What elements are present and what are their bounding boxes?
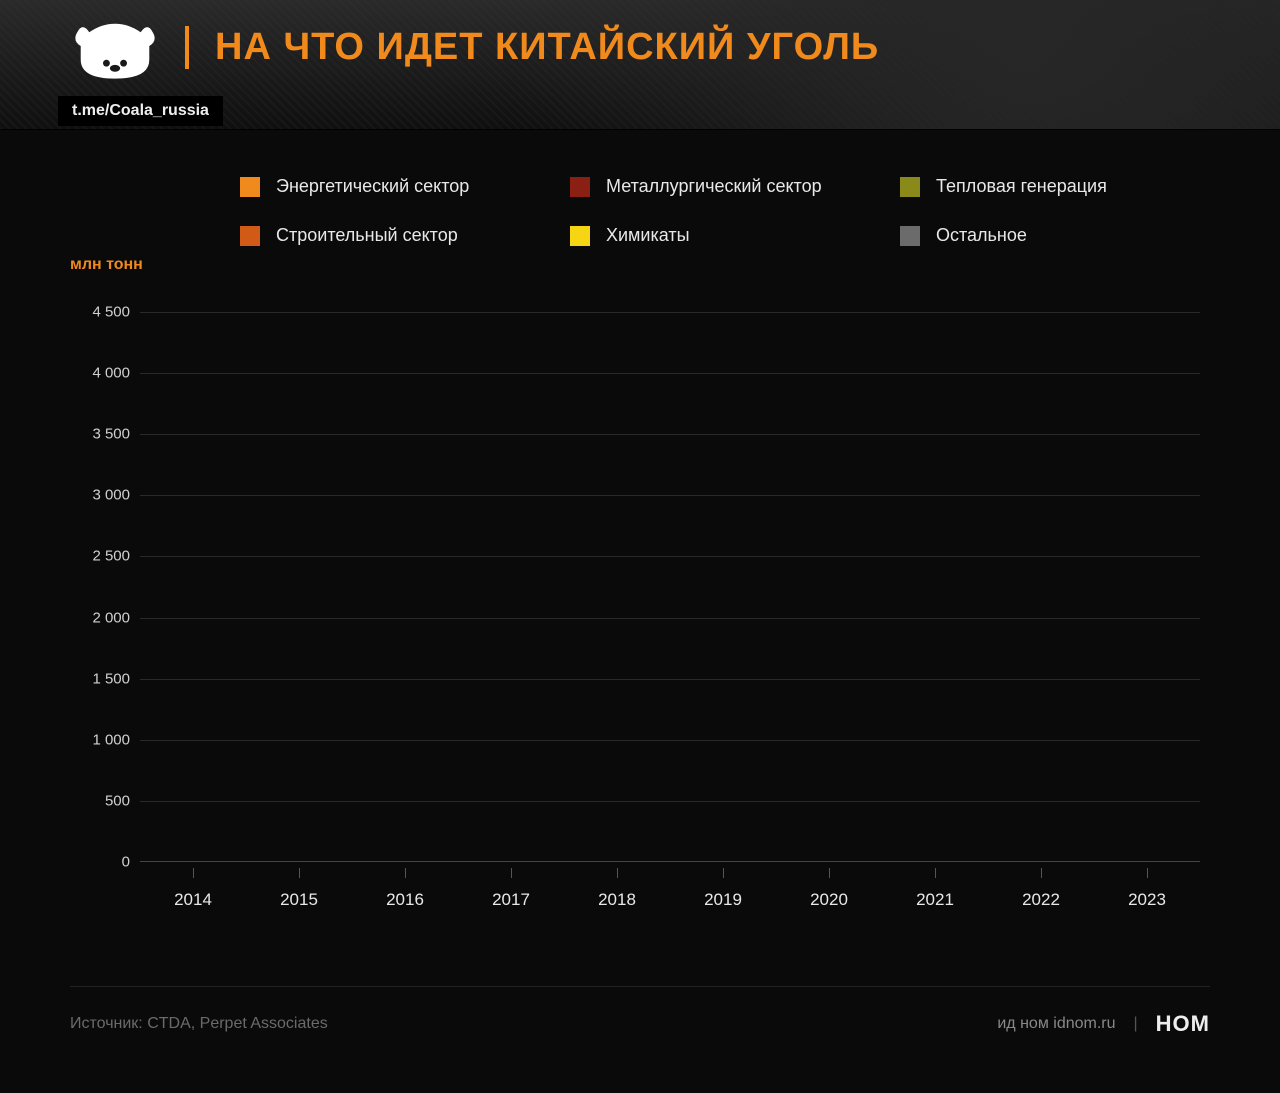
y-tick-label: 1 500 bbox=[70, 670, 130, 687]
source-prefix: Источник: bbox=[70, 1015, 147, 1032]
legend-item-energy: Энергетический сектор bbox=[240, 176, 530, 197]
bars-container: 2014201520162017201820192020202120222023 bbox=[140, 312, 1200, 862]
legend-swatch-icon bbox=[570, 226, 590, 246]
grid-line bbox=[140, 312, 1200, 313]
x-tick-label: 2018 bbox=[567, 890, 667, 910]
footer-site: ид ном idnom.ru bbox=[997, 1015, 1115, 1033]
y-tick-label: 4 000 bbox=[70, 365, 130, 382]
grid-line bbox=[140, 434, 1200, 435]
x-tick-label: 2016 bbox=[355, 890, 455, 910]
legend-item-thermal: Тепловая генерация bbox=[900, 176, 1190, 197]
header-band: НА ЧТО ИДЕТ КИТАЙСКИЙ УГОЛЬ t.me/Coala_r… bbox=[0, 0, 1280, 130]
x-tick-mark bbox=[935, 868, 936, 878]
title-wrap: НА ЧТО ИДЕТ КИТАЙСКИЙ УГОЛЬ bbox=[185, 26, 879, 69]
legend-label: Химикаты bbox=[606, 225, 690, 246]
x-tick-label: 2019 bbox=[673, 890, 773, 910]
legend-swatch-icon bbox=[240, 177, 260, 197]
x-tick-label: 2014 bbox=[143, 890, 243, 910]
x-tick-label: 2020 bbox=[779, 890, 879, 910]
legend-item-other: Остальное bbox=[900, 225, 1190, 246]
x-tick-mark bbox=[1147, 868, 1148, 878]
chart-zone: 2014201520162017201820192020202120222023… bbox=[70, 282, 1210, 922]
y-tick-label: 500 bbox=[70, 792, 130, 809]
legend-swatch-icon bbox=[240, 226, 260, 246]
grid-line bbox=[140, 801, 1200, 802]
y-tick-label: 2 000 bbox=[70, 609, 130, 626]
legend-label: Энергетический сектор bbox=[276, 176, 469, 197]
legend-swatch-icon bbox=[900, 177, 920, 197]
x-tick-mark bbox=[511, 868, 512, 878]
grid-line bbox=[140, 679, 1200, 680]
source-value: CTDA, Perpet Associates bbox=[147, 1015, 328, 1032]
y-tick-label: 0 bbox=[70, 854, 130, 871]
footer-brand: НОМ bbox=[1156, 1011, 1210, 1037]
legend-swatch-icon bbox=[570, 177, 590, 197]
x-tick-label: 2017 bbox=[461, 890, 561, 910]
y-tick-label: 4 500 bbox=[70, 304, 130, 321]
plot-area: 2014201520162017201820192020202120222023… bbox=[140, 312, 1200, 862]
y-tick-label: 2 500 bbox=[70, 548, 130, 565]
footer-divider: | bbox=[1134, 1015, 1138, 1033]
grid-line bbox=[140, 373, 1200, 374]
x-tick-label: 2022 bbox=[991, 890, 1091, 910]
x-tick-label: 2015 bbox=[249, 890, 349, 910]
grid-line bbox=[140, 556, 1200, 557]
grid-line bbox=[140, 740, 1200, 741]
chart-body: Энергетический сектор Металлургический се… bbox=[0, 130, 1280, 922]
x-tick-mark bbox=[193, 868, 194, 878]
legend-label: Строительный сектор bbox=[276, 225, 458, 246]
x-tick-mark bbox=[299, 868, 300, 878]
footer-right: ид ном idnom.ru | НОМ bbox=[997, 1011, 1210, 1037]
legend-label: Металлургический сектор bbox=[606, 176, 822, 197]
legend-item-construction: Строительный сектор bbox=[240, 225, 530, 246]
x-tick-label: 2021 bbox=[885, 890, 985, 910]
legend-item-metallurgy: Металлургический сектор bbox=[570, 176, 860, 197]
legend-label: Тепловая генерация bbox=[936, 176, 1107, 197]
y-axis-label: млн тонн bbox=[70, 256, 1210, 274]
y-tick-label: 3 000 bbox=[70, 487, 130, 504]
source-text: Источник: CTDA, Perpet Associates bbox=[70, 1015, 328, 1033]
x-tick-mark bbox=[617, 868, 618, 878]
grid-line bbox=[140, 495, 1200, 496]
footer: Источник: CTDA, Perpet Associates ид ном… bbox=[70, 986, 1210, 1037]
y-tick-label: 1 000 bbox=[70, 731, 130, 748]
x-tick-mark bbox=[1041, 868, 1042, 878]
y-tick-label: 3 500 bbox=[70, 426, 130, 443]
legend-swatch-icon bbox=[900, 226, 920, 246]
x-tick-mark bbox=[405, 868, 406, 878]
grid-line bbox=[140, 618, 1200, 619]
x-tick-label: 2023 bbox=[1097, 890, 1197, 910]
page-title: НА ЧТО ИДЕТ КИТАЙСКИЙ УГОЛЬ bbox=[215, 26, 879, 69]
brand-logo-icon bbox=[70, 22, 160, 82]
legend: Энергетический сектор Металлургический се… bbox=[240, 176, 1190, 246]
x-tick-mark bbox=[723, 868, 724, 878]
legend-item-chemicals: Химикаты bbox=[570, 225, 860, 246]
x-tick-mark bbox=[829, 868, 830, 878]
legend-label: Остальное bbox=[936, 225, 1027, 246]
telegram-handle[interactable]: t.me/Coala_russia bbox=[58, 96, 223, 126]
